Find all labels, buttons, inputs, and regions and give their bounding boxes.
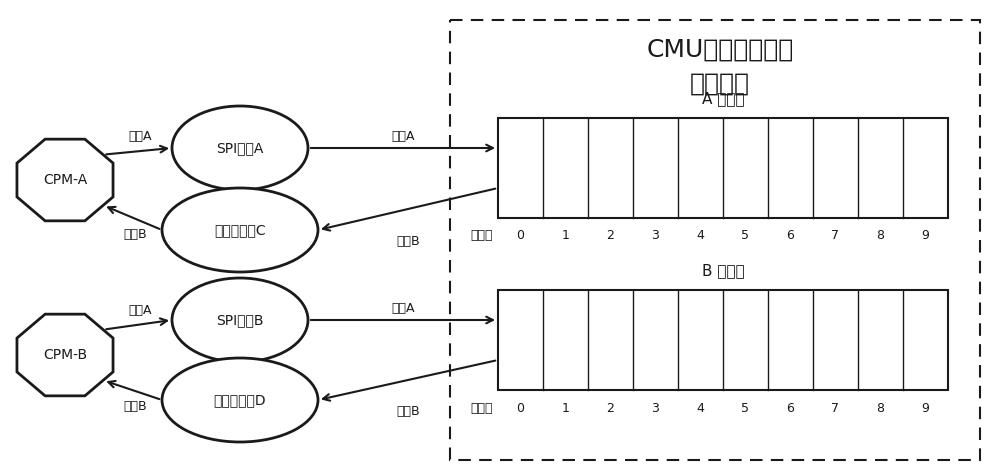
- Text: 5: 5: [742, 401, 750, 414]
- Ellipse shape: [172, 278, 308, 362]
- Bar: [498, 118, 948, 218]
- Text: 方案A: 方案A: [391, 130, 415, 143]
- Text: 方案A: 方案A: [391, 302, 415, 315]
- Text: 方案B: 方案B: [396, 235, 420, 248]
- Ellipse shape: [162, 188, 318, 272]
- Text: 方案B: 方案B: [396, 405, 420, 418]
- Text: 方案A: 方案A: [128, 304, 151, 317]
- Text: 6: 6: [787, 401, 794, 414]
- Text: 方案B: 方案B: [123, 228, 147, 241]
- Text: 9: 9: [922, 228, 929, 241]
- Bar: [450, 20, 980, 460]
- Text: SPI接口A: SPI接口A: [216, 141, 264, 155]
- Text: 以太网单元C: 以太网单元C: [214, 223, 266, 237]
- Text: 9: 9: [922, 401, 929, 414]
- Ellipse shape: [172, 106, 308, 190]
- Polygon shape: [17, 314, 113, 396]
- Text: 内存分配: 内存分配: [690, 72, 750, 96]
- Text: 4: 4: [697, 228, 704, 241]
- Text: 方案A: 方案A: [128, 130, 151, 143]
- Text: 1: 1: [562, 228, 569, 241]
- Text: CPM-B: CPM-B: [43, 348, 87, 362]
- Text: 3: 3: [652, 228, 659, 241]
- Text: 方案B: 方案B: [123, 400, 147, 413]
- Text: 6: 6: [787, 228, 794, 241]
- Text: 7: 7: [832, 401, 840, 414]
- Text: SPI接口B: SPI接口B: [216, 313, 264, 327]
- Text: CMU数据对比部分: CMU数据对比部分: [646, 38, 794, 62]
- Text: 0: 0: [516, 401, 524, 414]
- Text: 0: 0: [516, 228, 524, 241]
- Text: 3: 3: [652, 401, 659, 414]
- Text: 4: 4: [697, 401, 704, 414]
- Text: 以太网单元D: 以太网单元D: [214, 393, 266, 407]
- Text: 1: 1: [562, 401, 569, 414]
- Bar: [498, 290, 948, 390]
- Ellipse shape: [162, 358, 318, 442]
- Text: 5: 5: [742, 228, 750, 241]
- Text: 2: 2: [607, 401, 614, 414]
- Text: CPM-A: CPM-A: [43, 173, 87, 187]
- Text: 序号：: 序号：: [471, 401, 493, 414]
- Text: 8: 8: [876, 228, 885, 241]
- Polygon shape: [17, 139, 113, 221]
- Text: A 数据区: A 数据区: [702, 91, 744, 106]
- Text: B 数据区: B 数据区: [702, 263, 744, 278]
- Text: 8: 8: [876, 401, 885, 414]
- Text: 2: 2: [607, 228, 614, 241]
- Text: 序号：: 序号：: [471, 228, 493, 241]
- Text: 7: 7: [832, 228, 840, 241]
